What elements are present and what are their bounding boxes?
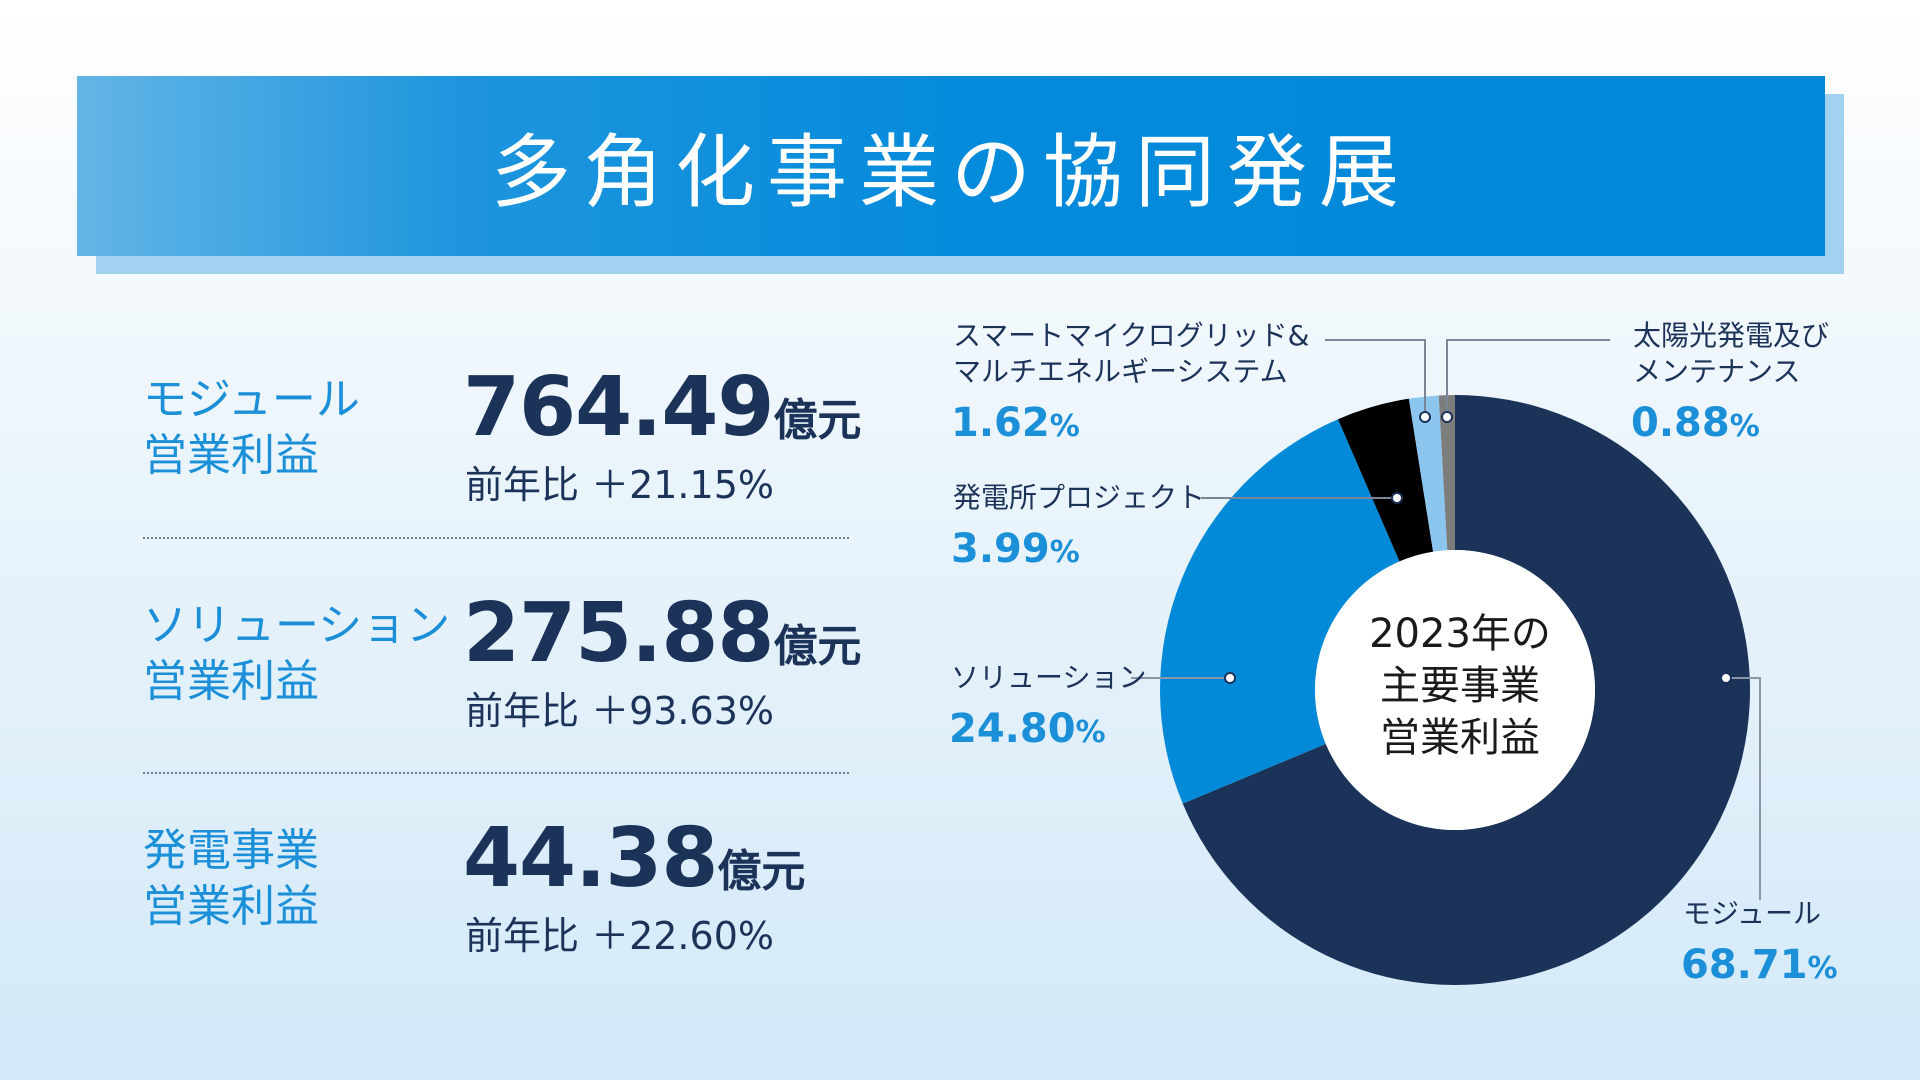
slice-value-unit: % [1049, 409, 1080, 444]
metric-yoy: 前年比 ＋93.63% [465, 689, 774, 733]
metric-value: 44.38億元 [463, 811, 805, 906]
slice-label-line: ソリューション [951, 661, 1147, 694]
metric-label-line1: ソリューション [143, 600, 451, 651]
metric-label: ソリューション 営業利益 [143, 598, 450, 710]
metric-value: 275.88億元 [463, 586, 861, 681]
slice-value-plant-project: 3.99% [951, 526, 1080, 572]
metric-label-line2: 営業利益 [143, 656, 319, 707]
slice-label-solution: ソリューション [951, 660, 1146, 696]
center-label-line1: 2023年の [1369, 611, 1551, 657]
leader-line-om [1446, 339, 1610, 417]
slice-value-solution: 24.80% [949, 706, 1106, 752]
title-banner: 多角化事業の協同発展 [77, 76, 1825, 256]
metric-label-line2: 営業利益 [143, 881, 319, 932]
metric-value: 764.49億元 [463, 360, 861, 455]
metric-label-line1: モジュール [143, 374, 360, 425]
slice-label-module: モジュール [1683, 896, 1821, 932]
slice-value-unit: % [1807, 951, 1838, 986]
slice-label-line: スマートマイクログリッド& [953, 319, 1310, 352]
slice-value-number: 0.88 [1631, 400, 1730, 446]
leader-dot-solution [1224, 672, 1236, 684]
slice-value-om: 0.88% [1631, 400, 1760, 446]
center-label-line3: 営業利益 [1380, 715, 1540, 761]
metric-unit: 億元 [773, 395, 862, 446]
slice-label-line: 太陽光発電及び [1633, 319, 1830, 352]
donut-slice-plant-project [1338, 398, 1434, 562]
page-title: 多角化事業の協同発展 [491, 126, 1411, 219]
leader-line-module [1726, 677, 1761, 900]
metric-number: 44.38 [463, 811, 718, 906]
donut-slice-module [1182, 395, 1750, 985]
leader-dot-plant-project [1391, 492, 1403, 504]
slice-label-microgrid: スマートマイクログリッド& マルチエネルギーシステム [953, 318, 1309, 390]
donut-slice-microgrid [1408, 395, 1448, 552]
slice-value-number: 1.62 [951, 400, 1050, 446]
donut-slice-solution [1159, 419, 1400, 804]
leader-dot-microgrid [1419, 411, 1431, 423]
divider [143, 537, 849, 539]
donut-hole [1315, 550, 1595, 830]
leader-line-microgrid [1325, 339, 1426, 417]
metric-label-line1: 発電事業 [143, 825, 319, 876]
slice-value-module: 68.71% [1681, 942, 1838, 988]
slice-value-microgrid: 1.62% [951, 400, 1080, 446]
slice-value-number: 3.99 [951, 526, 1050, 572]
slice-value-unit: % [1729, 409, 1760, 444]
metric-label-line2: 営業利益 [143, 430, 319, 481]
slice-label-line: マルチエネルギーシステム [953, 355, 1288, 388]
slice-label-plant-project: 発電所プロジェクト [953, 480, 1205, 516]
center-label-line2: 主要事業 [1380, 663, 1540, 709]
metric-number: 275.88 [463, 586, 774, 681]
leader-dot-module [1720, 672, 1732, 684]
slice-label-om: 太陽光発電及び メンテナンス [1633, 318, 1829, 390]
donut-slice-om [1438, 395, 1455, 551]
donut-center-label: 2023年の 主要事業 営業利益 [1330, 608, 1590, 764]
metric-yoy: 前年比 ＋22.60% [465, 914, 774, 958]
slice-value-number: 68.71 [1681, 942, 1808, 988]
slice-value-number: 24.80 [949, 706, 1076, 752]
metric-yoy: 前年比 ＋21.15% [465, 463, 774, 507]
slice-value-unit: % [1049, 535, 1080, 570]
metric-unit: 億元 [773, 621, 862, 672]
metric-unit: 億元 [717, 846, 806, 897]
metric-number: 764.49 [463, 360, 774, 455]
metric-label: 発電事業 営業利益 [143, 823, 319, 935]
slice-label-line: モジュール [1683, 897, 1822, 930]
metric-label: モジュール 営業利益 [143, 372, 360, 484]
slice-value-unit: % [1075, 715, 1106, 750]
slice-label-line: メンテナンス [1633, 355, 1801, 388]
slice-label-line: 発電所プロジェクト [953, 481, 1206, 514]
divider [143, 772, 849, 774]
leader-dot-om [1441, 411, 1453, 423]
